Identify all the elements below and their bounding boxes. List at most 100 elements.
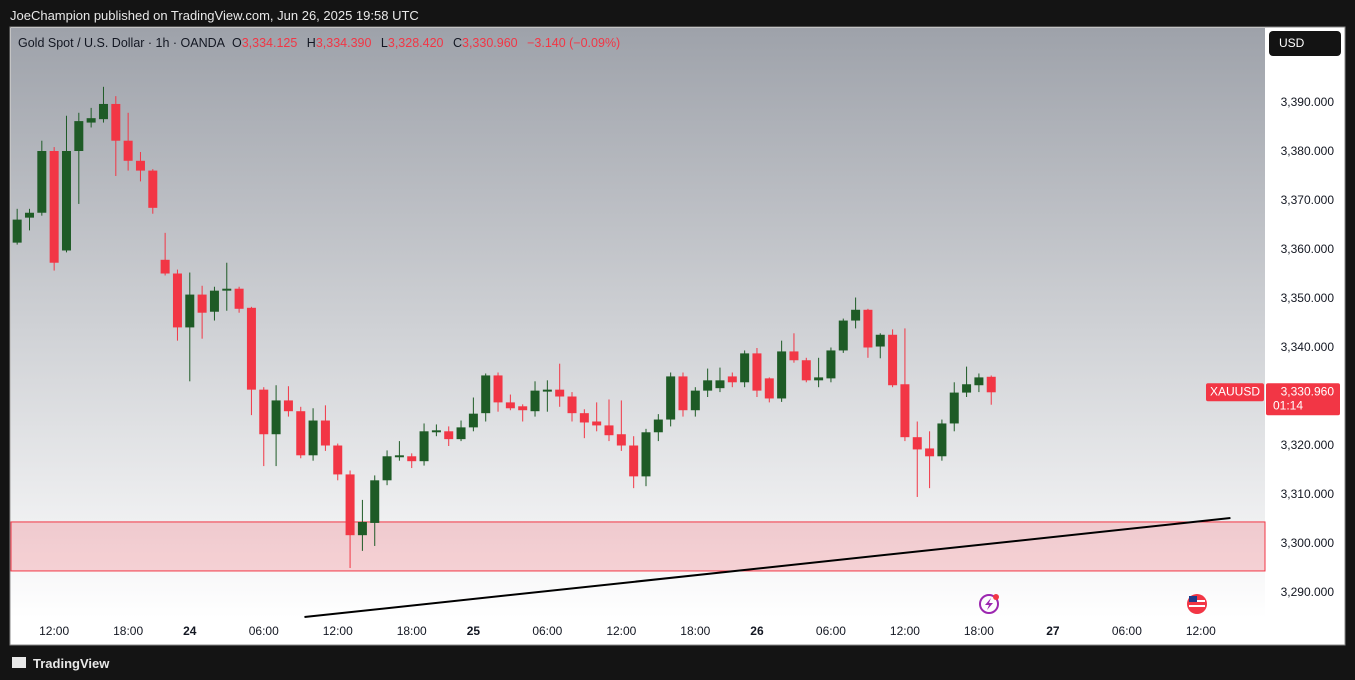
event-icon-bolt xyxy=(985,598,993,610)
candle-body xyxy=(888,334,898,386)
symbol-label: XAUUSD xyxy=(1210,384,1260,398)
y-tick-label: 3,290.000 xyxy=(1281,585,1335,599)
candle-body xyxy=(715,380,725,389)
candle-body xyxy=(259,389,269,435)
brand: TradingView xyxy=(33,656,110,671)
publish-info: JoeChampion published on TradingView.com… xyxy=(10,8,419,23)
logo xyxy=(12,657,26,668)
candle-body xyxy=(98,103,108,120)
y-tick-label: 3,390.000 xyxy=(1281,95,1335,109)
candle-body xyxy=(320,420,330,446)
y-tick-label: 3,300.000 xyxy=(1281,536,1335,550)
candle-body xyxy=(135,160,145,171)
candle-body xyxy=(357,521,367,536)
candle-body xyxy=(986,376,996,393)
candle-body xyxy=(456,427,466,440)
candle-body xyxy=(912,437,922,450)
legend-value: 3,328.420 xyxy=(387,36,444,50)
candle-body xyxy=(24,212,34,218)
candle-body xyxy=(185,294,195,328)
x-tick-label: 06:00 xyxy=(816,624,846,638)
y-tick-label: 3,340.000 xyxy=(1281,340,1335,354)
x-tick-label: 12:00 xyxy=(606,624,636,638)
legend-change: −3.140 (−0.09%) xyxy=(527,36,621,50)
candle-body xyxy=(838,320,848,351)
candle-body xyxy=(172,273,182,328)
y-tick-label: 3,360.000 xyxy=(1281,242,1335,256)
legend-value: 3,330.960 xyxy=(462,36,518,50)
candle-body xyxy=(431,430,441,433)
candle-body xyxy=(74,121,84,151)
x-tick-label: 12:00 xyxy=(39,624,69,638)
x-tick-label: 06:00 xyxy=(532,624,562,638)
candle-body xyxy=(333,445,343,475)
candle-body xyxy=(863,309,873,348)
x-tick-label: 27 xyxy=(1046,624,1060,638)
candle-body xyxy=(345,474,355,536)
candle-body xyxy=(370,480,380,523)
price-label: 3,330.960 xyxy=(1281,384,1335,398)
candle-body xyxy=(814,377,824,381)
y-tick-label: 3,350.000 xyxy=(1281,291,1335,305)
trendline xyxy=(304,517,1231,619)
candle-body xyxy=(579,413,589,423)
candle-body xyxy=(616,434,626,446)
candle-body xyxy=(801,360,811,381)
candle-body xyxy=(875,334,885,347)
candle-body xyxy=(209,290,219,312)
candle-body xyxy=(148,170,158,208)
candle-body xyxy=(419,431,429,462)
x-tick-label: 18:00 xyxy=(964,624,994,638)
candle-body xyxy=(222,288,232,291)
candle-body xyxy=(86,118,96,123)
candle-body xyxy=(764,378,774,399)
x-tick-label: 18:00 xyxy=(113,624,143,638)
candle-body xyxy=(234,288,244,309)
x-tick-label: 06:00 xyxy=(249,624,279,638)
event-dot xyxy=(993,594,999,600)
x-tick-label: 12:00 xyxy=(323,624,353,638)
candle-body xyxy=(678,376,688,411)
price-badge xyxy=(1266,383,1340,416)
candle-body xyxy=(542,389,552,392)
candle-body xyxy=(283,400,293,412)
candle-body xyxy=(727,376,737,383)
candle-body xyxy=(604,425,614,436)
symbol-badge xyxy=(1206,383,1264,402)
candle-body xyxy=(123,140,133,161)
currency-button[interactable]: USD xyxy=(1269,31,1341,56)
plot xyxy=(10,86,1266,619)
x-tick-label: 12:00 xyxy=(1186,624,1216,638)
legend-key: L xyxy=(380,36,388,50)
event-icon[interactable] xyxy=(979,594,999,614)
candle-body xyxy=(641,432,651,477)
candle-body xyxy=(37,150,47,213)
flag-canton xyxy=(1189,596,1197,602)
candle-body xyxy=(777,351,787,399)
candle-body xyxy=(308,420,318,456)
candle-body xyxy=(246,307,256,390)
candle-body xyxy=(740,353,750,383)
y-tick-label: 3,310.000 xyxy=(1281,487,1335,501)
candle-body xyxy=(629,445,639,477)
candle-body xyxy=(962,384,972,393)
x-tick-label: 06:00 xyxy=(1112,624,1142,638)
candle-body xyxy=(197,294,207,313)
x-tick-label: 12:00 xyxy=(890,624,920,638)
x-tick-label: 25 xyxy=(467,624,481,638)
candle-body xyxy=(382,456,392,481)
ohlc-legend: Gold Spot / U.S. Dollar · 1h · OANDA O3,… xyxy=(18,36,626,50)
candle-body xyxy=(493,375,503,403)
candle-body xyxy=(394,455,404,458)
candle-body xyxy=(900,384,910,438)
x-tick-label: 26 xyxy=(750,624,764,638)
candle-body xyxy=(752,353,762,391)
candle-body xyxy=(160,259,170,274)
candle-body xyxy=(555,389,565,397)
candle-body xyxy=(530,390,540,412)
legend-key: O xyxy=(231,36,242,50)
candle-body xyxy=(111,103,121,141)
candle-body xyxy=(937,423,947,457)
